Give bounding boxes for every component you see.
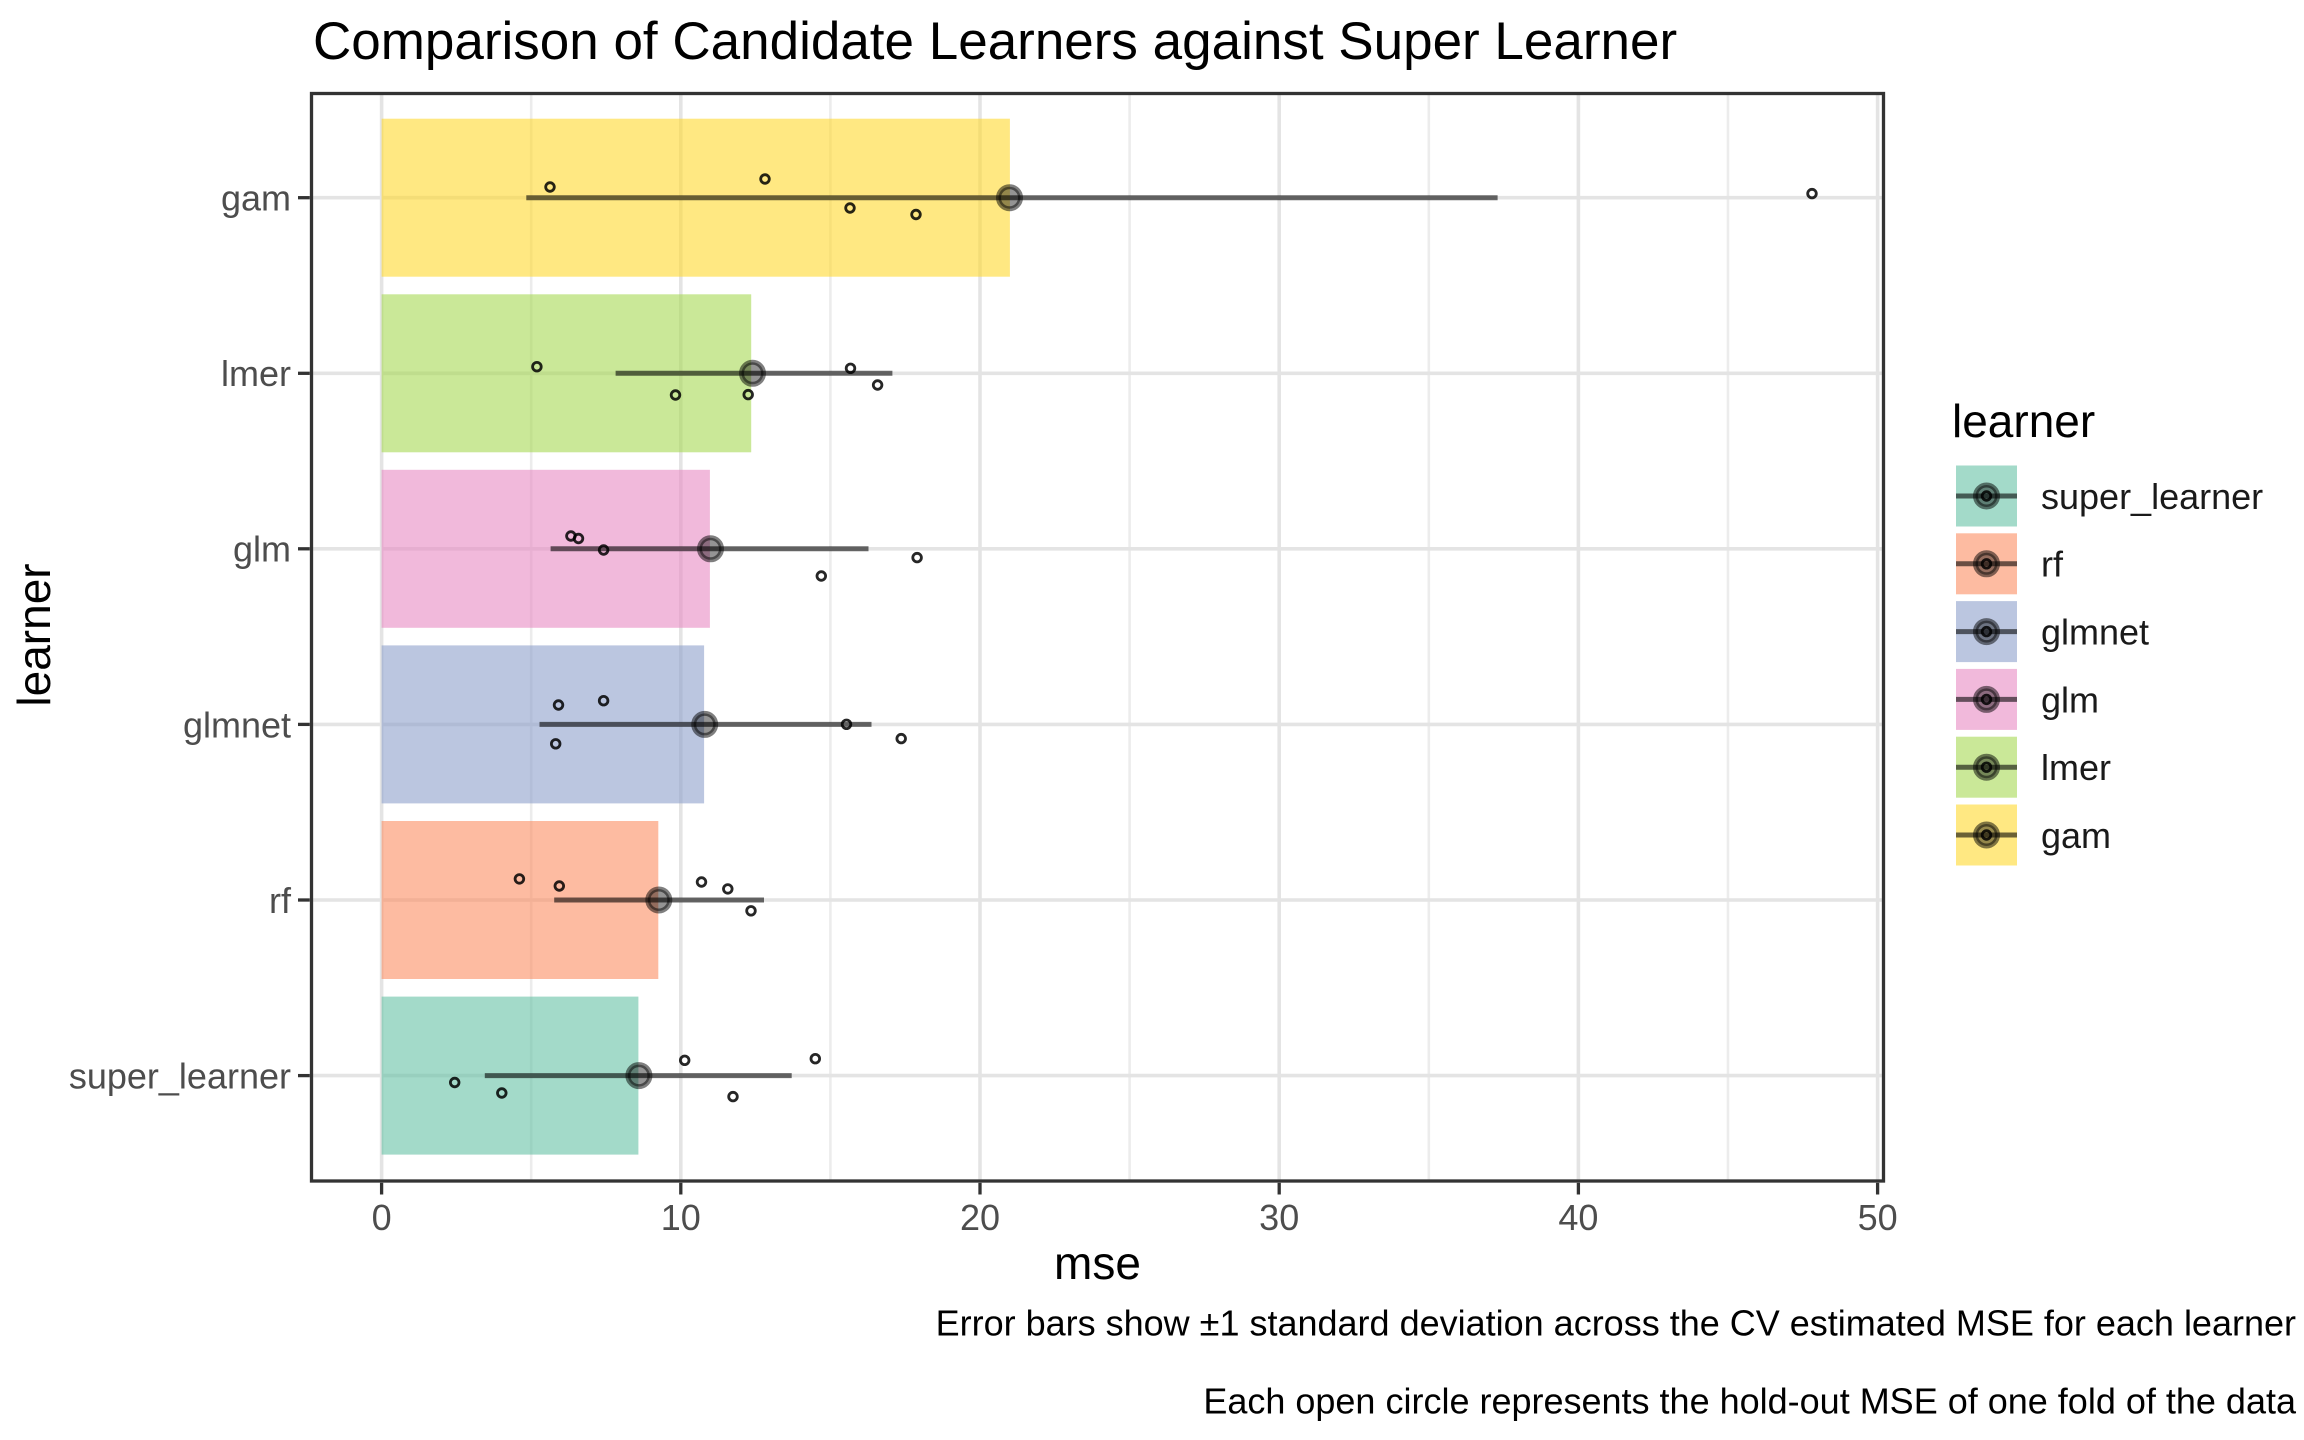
svg-text:gam: gam: [2041, 815, 2111, 856]
svg-text:super_learner: super_learner: [69, 1056, 291, 1097]
svg-text:lmer: lmer: [221, 353, 291, 394]
svg-text:rf: rf: [2041, 544, 2064, 585]
svg-text:30: 30: [1259, 1197, 1299, 1238]
svg-text:40: 40: [1558, 1197, 1598, 1238]
svg-text:50: 50: [1858, 1197, 1898, 1238]
svg-text:glm: glm: [2041, 679, 2099, 720]
svg-text:learner: learner: [8, 563, 60, 706]
svg-text:gam: gam: [221, 178, 291, 219]
svg-text:learner: learner: [1952, 395, 2095, 447]
svg-text:Error bars show ±1 standard de: Error bars show ±1 standard deviation ac…: [936, 1302, 2296, 1343]
svg-text:lmer: lmer: [2041, 747, 2111, 788]
svg-text:glm: glm: [233, 529, 291, 570]
svg-text:10: 10: [661, 1197, 701, 1238]
svg-text:glmnet: glmnet: [183, 704, 291, 745]
svg-text:20: 20: [960, 1197, 1000, 1238]
svg-text:super_learner: super_learner: [2041, 476, 2263, 517]
svg-text:0: 0: [372, 1197, 392, 1238]
svg-text:Comparison of Candidate Learne: Comparison of Candidate Learners against…: [313, 12, 1677, 71]
svg-text:Each open circle represents th: Each open circle represents the hold-out…: [1203, 1381, 2297, 1422]
svg-text:mse: mse: [1054, 1237, 1141, 1289]
svg-text:rf: rf: [269, 880, 292, 921]
svg-text:glmnet: glmnet: [2041, 612, 2149, 653]
